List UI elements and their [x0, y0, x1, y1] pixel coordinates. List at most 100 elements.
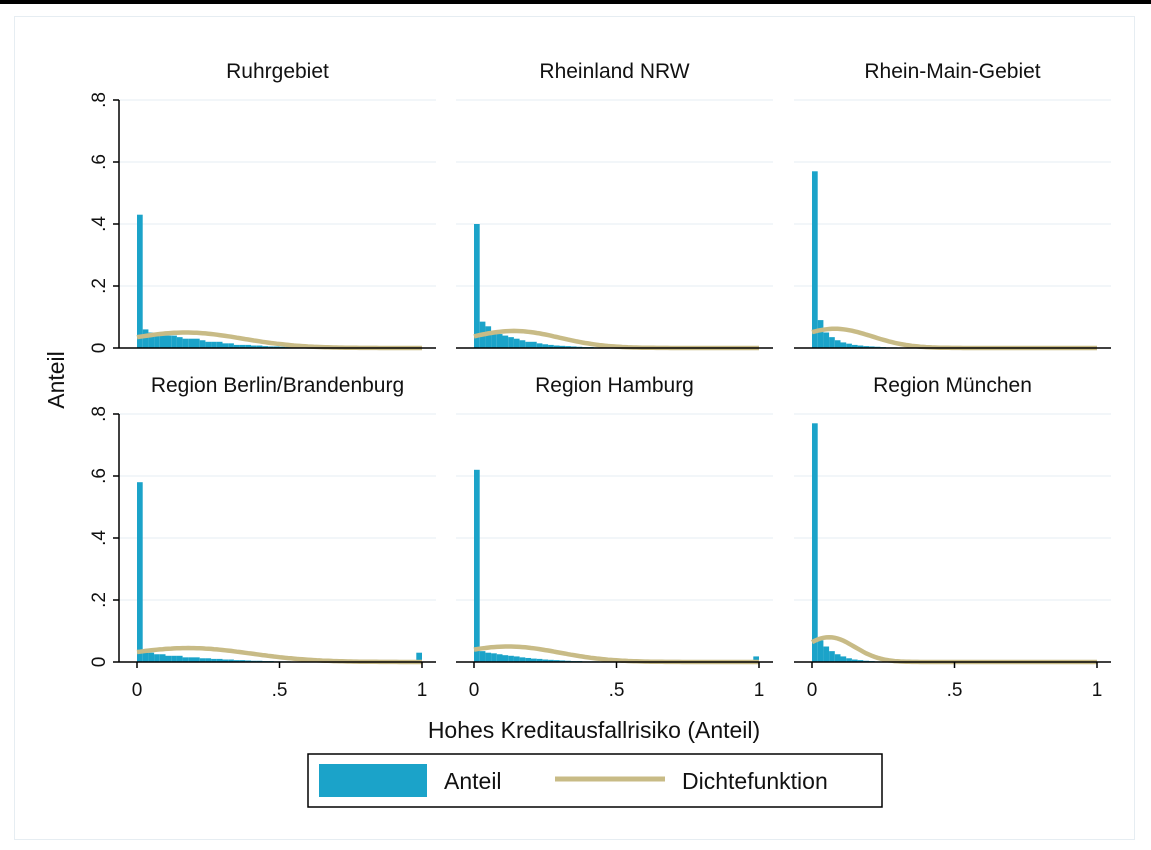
- histogram-bar: [531, 341, 537, 348]
- histogram-bar: [205, 341, 212, 348]
- y-tick-label: .8: [89, 406, 110, 422]
- histogram-bar: [502, 335, 509, 348]
- panel-title: Rheinland NRW: [539, 60, 689, 83]
- histogram-bar: [485, 652, 492, 662]
- panel-3: Rhein-Main-Gebiet: [794, 60, 1111, 351]
- panel-title: Region Berlin/Brandenburg: [151, 374, 404, 397]
- histogram-bar: [536, 343, 543, 348]
- histogram-bar: [829, 337, 835, 348]
- histogram-bar: [474, 469, 480, 662]
- histogram-bar: [491, 653, 497, 662]
- panel-4: Region Berlin/Brandenburg 0 .2 .4 .6 .8 0 .5 1: [89, 374, 436, 701]
- histogram-bar: [137, 214, 143, 348]
- histogram-bar: [256, 345, 263, 348]
- histogram-bar: [559, 660, 566, 662]
- histogram-bar: [817, 320, 824, 348]
- panel-6: Region München 0 .5 1: [794, 374, 1111, 701]
- histogram-bar: [553, 345, 560, 348]
- histogram-bar: [416, 652, 422, 662]
- y-tick-label: .8: [89, 92, 110, 108]
- histogram-bar: [485, 326, 492, 348]
- histogram-bar: [548, 344, 554, 348]
- histogram-bar: [222, 659, 229, 662]
- panel-5: Region Hamburg 0 .5 1: [456, 374, 773, 701]
- histogram-bar: [570, 346, 577, 348]
- histogram-bar: [863, 346, 869, 348]
- histogram-bar: [182, 657, 189, 662]
- histogram-bar: [148, 332, 155, 348]
- histogram-bar: [176, 655, 183, 662]
- histogram-bar: [513, 338, 520, 348]
- x-tick-label: 0: [469, 680, 480, 701]
- histogram-bar: [165, 655, 172, 662]
- histogram-bar: [857, 660, 864, 662]
- histogram-bar: [182, 338, 189, 348]
- x-tick-label: 1: [754, 680, 765, 701]
- top-rule: [0, 0, 1151, 4]
- histogram-bar: [474, 224, 480, 348]
- figure-frame: [14, 16, 1135, 840]
- histogram-bar: [199, 658, 206, 662]
- histogram-bar: [542, 659, 549, 662]
- histogram-bar: [531, 658, 537, 662]
- histogram-bar: [233, 660, 240, 662]
- x-tick-label: 1: [417, 680, 428, 701]
- legend: Anteil Dichtefunktion: [307, 753, 883, 808]
- histogram-bar: [496, 334, 503, 348]
- histogram-bar: [553, 660, 560, 662]
- histogram-bar: [542, 344, 549, 348]
- histogram-bar: [834, 340, 841, 348]
- histogram-bar: [165, 335, 172, 348]
- histogram-bar: [194, 338, 200, 348]
- y-tick-label: .4: [89, 216, 110, 232]
- histogram-bar: [508, 655, 514, 662]
- x-tick-label: 1: [1092, 680, 1103, 701]
- legend-label-bars: Anteil: [444, 768, 502, 794]
- histogram-bar: [239, 660, 246, 662]
- y-tick-label: 0: [89, 657, 110, 668]
- histogram-bar: [216, 341, 223, 348]
- histogram-bar: [211, 341, 217, 348]
- y-tick-label: .6: [89, 468, 110, 484]
- histogram-bar: [142, 652, 149, 662]
- histogram-bar: [508, 337, 514, 348]
- histogram-bar: [171, 655, 177, 662]
- histogram-bar: [188, 657, 194, 662]
- histogram-bar: [233, 344, 240, 348]
- histogram-bar: [194, 657, 200, 662]
- histogram-bar: [496, 654, 503, 662]
- histogram-bar: [565, 346, 571, 348]
- histogram-bar: [869, 346, 875, 348]
- legend-swatch-bars: [319, 764, 427, 797]
- histogram-bar: [559, 345, 566, 348]
- histogram-bar: [857, 345, 864, 348]
- histogram-bar: [513, 656, 520, 662]
- histogram-bar: [273, 346, 280, 348]
- panels: Ruhrgebiet 0 .2 .4 .6 .8 Rheinland NRW Rhein-Ma…: [89, 60, 1111, 701]
- histogram-bar: [216, 658, 223, 662]
- legend-label-density: Dichtefunktion: [682, 768, 828, 794]
- histogram-bar: [525, 657, 531, 662]
- y-tick-label: .4: [89, 530, 110, 546]
- histogram-bar: [834, 654, 841, 662]
- x-tick-label: 0: [807, 680, 818, 701]
- x-tick-label: .5: [272, 680, 288, 701]
- histogram-bar: [840, 342, 847, 348]
- histogram-bar: [851, 344, 858, 348]
- histogram-bar: [268, 346, 274, 348]
- histogram-bar: [188, 338, 194, 348]
- y-tick-label: .6: [89, 154, 110, 170]
- histogram-bar: [753, 656, 759, 662]
- histogram-bar: [823, 646, 830, 662]
- x-tick-label: .5: [947, 680, 963, 701]
- histogram-bar: [142, 329, 149, 348]
- histogram-bar: [548, 659, 554, 662]
- histogram-bar: [154, 654, 160, 662]
- histogram-bar: [245, 660, 251, 662]
- histogram-bar: [228, 343, 234, 348]
- histogram-bar: [211, 658, 217, 662]
- histogram-bar: [536, 658, 543, 662]
- histogram-bar: [525, 341, 531, 348]
- histogram-bar: [519, 657, 526, 662]
